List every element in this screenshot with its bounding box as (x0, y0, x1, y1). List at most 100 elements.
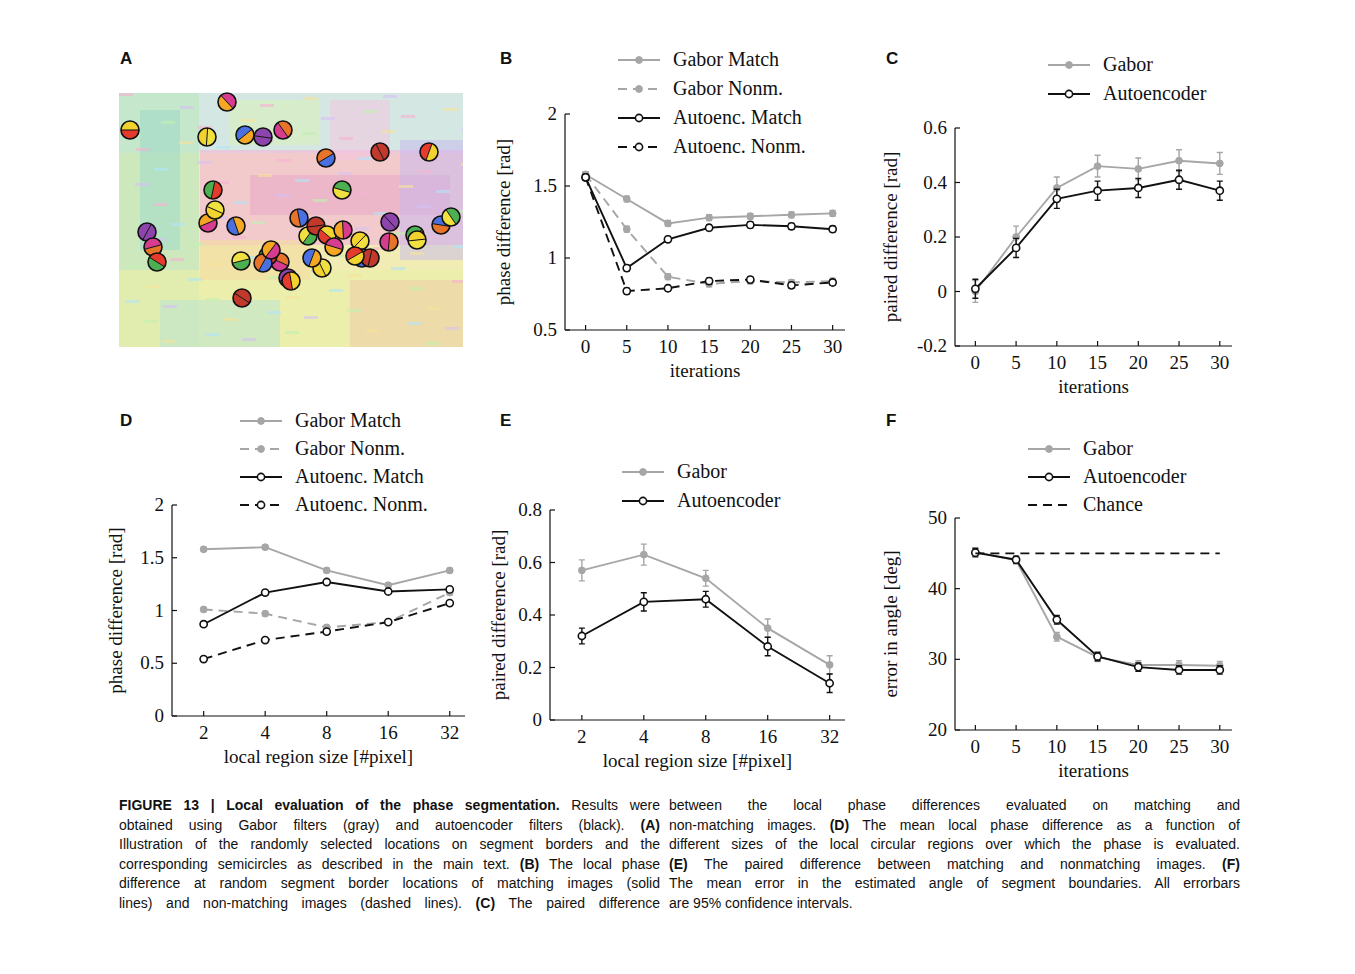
error-bar (1054, 189, 1060, 208)
legend-marker (636, 86, 643, 93)
image-speckle (357, 157, 371, 160)
x-tick-label: 10 (1047, 352, 1066, 373)
semicircle-outline (204, 181, 222, 199)
semicircle-outline (148, 253, 166, 271)
caption-text: different sizes of the local circular re… (669, 836, 1240, 852)
y-tick (172, 504, 177, 505)
semicircle-border (238, 129, 252, 140)
x-axis-line (565, 329, 845, 330)
image-speckle (163, 305, 177, 308)
data-point (972, 549, 979, 556)
semicircle-outline (232, 252, 250, 270)
semicircle-outline (206, 201, 224, 219)
error-bar (830, 280, 836, 286)
y-tick (955, 659, 960, 660)
semicircle-outline (334, 221, 352, 239)
data-point (1176, 157, 1183, 164)
x-tick (975, 725, 976, 730)
legend-label: Chance (1083, 493, 1143, 515)
y-tick (955, 345, 960, 346)
error-bar (579, 560, 585, 581)
error-bar (788, 223, 794, 229)
data-point (764, 625, 771, 632)
x-tick-label: 15 (1088, 736, 1107, 757)
semicircle-border (221, 95, 233, 108)
data-point (1175, 176, 1182, 183)
data-point (623, 264, 630, 271)
error-bar (1135, 663, 1141, 671)
legend-marker (1066, 62, 1073, 69)
x-tick (1056, 725, 1057, 730)
caption-line: are 95% confidence intervals. (669, 894, 1240, 913)
error-bar (1054, 616, 1060, 624)
caption-text: Illustration of the randomly selected lo… (119, 836, 660, 852)
data-point (623, 288, 630, 295)
x-tick-label: 25 (1170, 352, 1189, 373)
error-bar (665, 221, 671, 227)
data-point (262, 544, 269, 551)
data-point (788, 211, 795, 218)
semicircle-outline (262, 241, 280, 259)
x-tick (829, 715, 830, 720)
series-line (204, 582, 450, 624)
x-tick (1138, 341, 1139, 346)
x-tick-label: 2 (199, 722, 209, 743)
data-point (200, 655, 207, 662)
x-axis-title: local region size [#pixel] (224, 746, 413, 767)
legend-marker (639, 497, 646, 504)
y-tick-label: 1 (548, 247, 558, 268)
legend: GaborAutoencoder (622, 460, 781, 511)
semicircle-border (388, 233, 390, 251)
error-bar (1217, 666, 1223, 674)
image-speckle (161, 121, 175, 124)
y-tick-label: 0.4 (923, 172, 947, 193)
x-tick-label: 15 (1088, 352, 1107, 373)
series-line (975, 552, 1219, 554)
semicircle-border (278, 123, 288, 138)
y-tick-label: 0.2 (518, 657, 542, 678)
data-point (665, 220, 672, 227)
image-speckle (179, 141, 193, 144)
data-point (578, 632, 585, 639)
y-tick (550, 614, 555, 615)
image-speckle (399, 185, 413, 188)
error-bar (624, 226, 630, 232)
error-bar (703, 570, 709, 586)
data-point (747, 221, 754, 228)
y-axis-line (954, 518, 955, 730)
error-bar (1135, 178, 1141, 197)
panel-letter: D (120, 411, 132, 430)
data-point (829, 210, 836, 217)
legend-marker (258, 446, 265, 453)
x-tick-label: 10 (1047, 736, 1066, 757)
y-tick-label: 50 (928, 507, 947, 528)
error-bar (706, 278, 712, 284)
image-speckle (207, 263, 221, 266)
image-speckle (461, 163, 463, 166)
semicircle-outline (333, 181, 351, 199)
panel: E00.20.40.60.82481632local region size [… (488, 411, 845, 771)
error-bar (1176, 170, 1182, 189)
semicircle-outline (254, 128, 272, 146)
semicircle-border (318, 153, 333, 162)
data-point (826, 661, 833, 668)
x-axis-line (955, 345, 1232, 346)
plot-area (200, 544, 453, 663)
x-tick-label: 5 (1011, 736, 1021, 757)
semicircle-border (206, 128, 207, 146)
image-speckle (364, 110, 378, 113)
y-tick-label: 2 (155, 494, 165, 515)
x-tick (585, 325, 586, 330)
error-bar (665, 285, 671, 291)
y-axis-line (564, 114, 565, 330)
semicircle-outline (290, 209, 308, 227)
semicircle-outline (274, 121, 292, 139)
caption-line: obtained using Gabor filters (gray) and … (119, 816, 660, 835)
legend-marker (257, 501, 264, 508)
y-tick-label: 0 (155, 705, 165, 726)
error-bar (1013, 556, 1019, 563)
image-speckle (409, 287, 423, 290)
y-tick (955, 182, 960, 183)
semicircle-border (333, 188, 350, 193)
image-speckle (408, 322, 422, 325)
